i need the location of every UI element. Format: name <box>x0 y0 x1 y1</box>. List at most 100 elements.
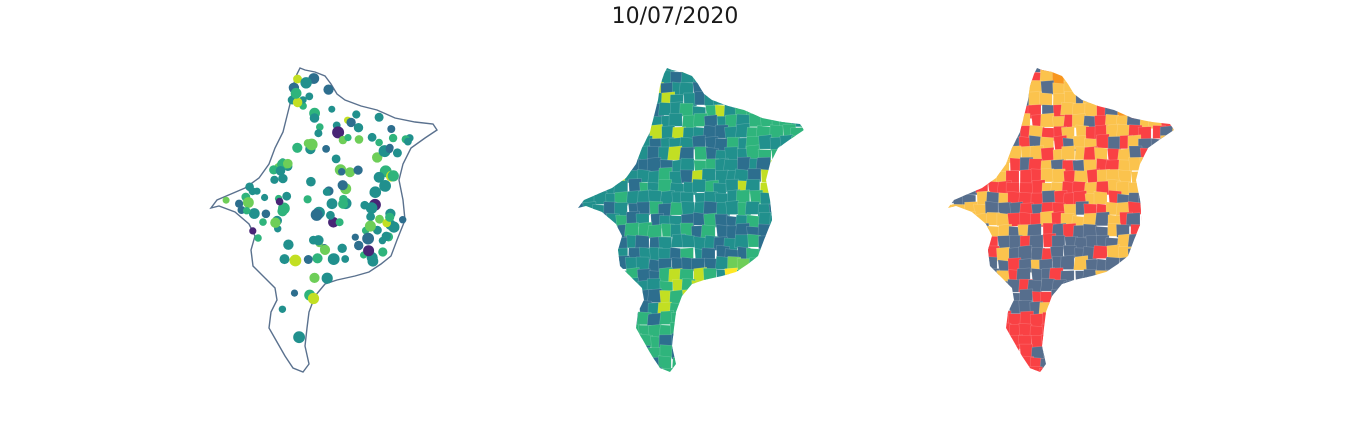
municipality-region <box>952 236 967 252</box>
map-panel-choropleth-continuous <box>578 68 804 372</box>
municipality-region <box>1173 91 1174 105</box>
municipality-region <box>759 355 774 371</box>
municipality-region <box>735 366 749 372</box>
municipality-point <box>354 135 364 144</box>
municipality-region <box>624 222 639 237</box>
municipality-region <box>948 223 954 237</box>
municipality-region <box>767 268 782 283</box>
municipality-region <box>624 277 639 292</box>
municipality-point <box>322 145 330 153</box>
municipality-region <box>801 322 804 337</box>
municipality-region <box>1151 380 1164 393</box>
municipality-region <box>713 91 727 105</box>
municipality-region <box>614 367 628 372</box>
municipality-region <box>1129 256 1143 271</box>
state-outline <box>209 67 438 373</box>
municipality-point <box>363 245 375 257</box>
municipality-region <box>578 312 585 326</box>
municipality-point <box>387 170 399 182</box>
municipality-region <box>1051 288 1065 303</box>
municipality-region <box>1139 94 1153 108</box>
municipality-region <box>984 92 998 106</box>
municipality-region <box>779 324 793 339</box>
municipality-region <box>780 190 796 204</box>
municipality-region <box>1138 366 1152 372</box>
municipality-region <box>997 149 1011 164</box>
municipality-region <box>792 290 804 305</box>
municipality-region <box>1082 269 1097 283</box>
municipality-region <box>578 256 585 270</box>
municipality-region <box>1084 101 1099 117</box>
municipality-region <box>1063 68 1078 83</box>
municipality-region <box>594 71 608 85</box>
municipality-point <box>388 221 400 233</box>
municipality-region <box>948 358 955 372</box>
municipality-point <box>337 180 348 191</box>
municipality-region <box>780 214 795 229</box>
municipality-point <box>354 240 364 251</box>
municipality-region <box>1171 291 1174 306</box>
municipality-region <box>701 311 717 325</box>
municipality-region <box>974 234 989 248</box>
municipality-region <box>986 79 1001 94</box>
municipality-point <box>327 253 340 265</box>
municipality-region <box>780 343 795 358</box>
municipality-region <box>726 381 739 394</box>
municipality-region <box>1020 377 1033 391</box>
municipality-point <box>312 253 323 264</box>
municipality-region <box>750 379 763 392</box>
municipality-region <box>769 378 783 391</box>
municipality-region <box>714 335 729 350</box>
municipality-region <box>736 258 751 272</box>
municipality-region <box>1061 145 1075 160</box>
municipality-region <box>1140 278 1154 292</box>
municipality-region <box>768 168 782 182</box>
municipality-region <box>800 114 804 128</box>
municipality-region <box>1095 82 1110 96</box>
municipality-region <box>646 68 661 73</box>
municipality-region <box>591 236 606 251</box>
municipality-region <box>613 68 628 73</box>
municipality-region <box>605 68 620 73</box>
municipality-region <box>704 68 719 75</box>
municipality-region <box>779 311 793 326</box>
municipality-region <box>1061 298 1076 314</box>
municipality-region <box>624 303 639 317</box>
municipality-region <box>659 344 674 358</box>
municipality-region <box>779 300 793 314</box>
municipality-region <box>578 233 587 248</box>
municipality-region <box>793 368 804 372</box>
municipality-region <box>1092 245 1108 259</box>
municipality-region <box>1171 355 1174 371</box>
municipality-region <box>1116 312 1130 326</box>
municipality-region <box>778 145 793 160</box>
municipality-region <box>974 78 989 94</box>
municipality-region <box>802 149 804 164</box>
municipality-point <box>290 87 302 99</box>
municipality-point <box>290 289 299 297</box>
municipality-region <box>1173 159 1174 174</box>
municipality-region <box>1007 71 1022 86</box>
municipality-region <box>671 367 686 372</box>
municipality-region <box>1139 156 1153 171</box>
municipality-region <box>803 182 804 197</box>
municipality-region <box>987 335 1001 350</box>
municipality-region <box>1159 332 1174 347</box>
municipality-region <box>790 324 804 339</box>
municipality-region <box>1104 102 1119 117</box>
municipality-point <box>248 208 260 219</box>
municipality-region <box>975 369 990 372</box>
municipality-region <box>804 82 817 95</box>
municipality-region <box>953 259 968 274</box>
municipality-region <box>1138 335 1153 349</box>
municipality-region <box>578 146 585 161</box>
municipality-region <box>1105 313 1119 327</box>
municipality-region <box>624 114 639 128</box>
municipality-region <box>614 334 629 349</box>
municipality-region <box>983 311 998 327</box>
municipality-region <box>986 379 999 393</box>
municipality-region <box>1095 346 1110 361</box>
municipality-point <box>353 165 363 175</box>
municipality-region <box>714 314 728 329</box>
municipality-region <box>779 234 794 249</box>
